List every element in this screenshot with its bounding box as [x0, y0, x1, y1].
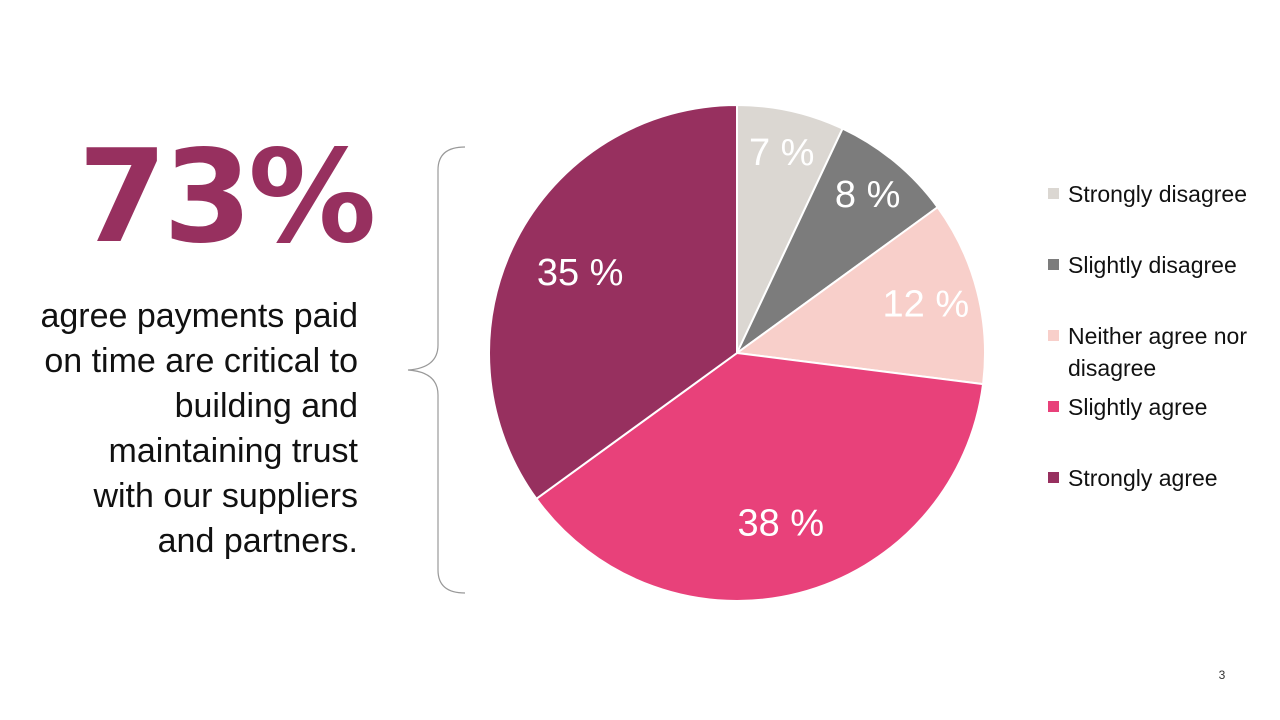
- legend-label: Slightly agree: [1068, 394, 1208, 420]
- legend-swatch: [1048, 330, 1059, 341]
- pie-slice-neither-agree-nor-disagree: [734, 205, 986, 386]
- slice-label-neither-agree-nor-disagree: 12 %: [883, 284, 970, 326]
- legend-swatch: [1048, 401, 1059, 412]
- legend-label: Strongly disagree: [1068, 181, 1247, 207]
- page-number: 3: [1218, 668, 1226, 682]
- pie-chart: 7 % 8 % 12 % 38 % 35 %: [488, 103, 986, 602]
- pie-slice-strongly-agree: [488, 103, 738, 501]
- pie-slice-strongly-disagree: [736, 103, 844, 354]
- pie-slice-slightly-agree: [534, 351, 985, 602]
- pie-slice-slightly-disagree: [736, 127, 940, 354]
- slice-label-strongly-disagree: 7 %: [749, 132, 814, 174]
- brace-divider: [407, 146, 466, 594]
- slice-label-strongly-agree: 35 %: [537, 252, 624, 294]
- legend-label: Neither agree nor disagree: [1068, 323, 1247, 381]
- legend-label: Strongly agree: [1068, 465, 1218, 491]
- headline-text: agree payments paid on time are critical…: [40, 297, 358, 560]
- legend-swatch: [1048, 259, 1059, 270]
- legend-label: Slightly disagree: [1068, 252, 1237, 278]
- legend-swatch: [1048, 188, 1059, 199]
- slice-label-slightly-agree: 38 %: [737, 502, 824, 544]
- legend-swatch: [1048, 472, 1059, 483]
- headline-stat: 73%: [78, 123, 376, 272]
- slice-label-slightly-disagree: 8 %: [835, 174, 900, 216]
